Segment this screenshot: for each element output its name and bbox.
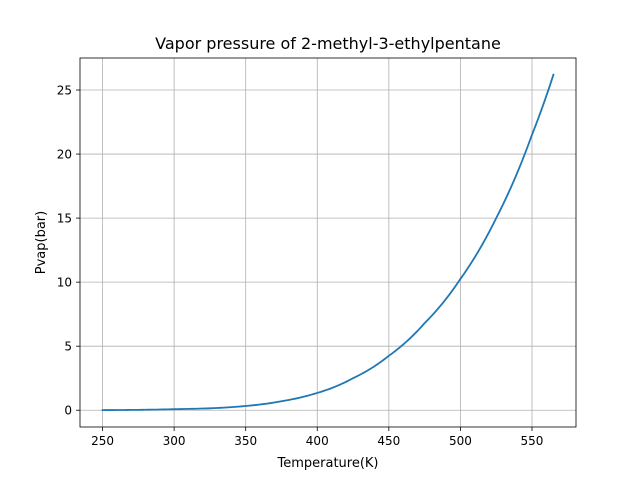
y-tick-label: 20 (57, 148, 72, 162)
grid (80, 58, 576, 427)
y-tick-label: 25 (57, 84, 72, 98)
x-tick-label: 450 (377, 434, 400, 448)
x-tick-label: 500 (449, 434, 472, 448)
y-axis-label: Pvap(bar) (34, 211, 49, 274)
x-tick-label: 300 (163, 434, 186, 448)
y-tick-label: 0 (64, 404, 72, 418)
x-tick-label: 550 (521, 434, 544, 448)
x-tick-label: 400 (306, 434, 329, 448)
x-tick-label: 350 (234, 434, 257, 448)
series-layer (101, 73, 555, 411)
chart-title: Vapor pressure of 2-methyl-3-ethylpentan… (155, 34, 501, 53)
x-tick-label: 250 (91, 434, 114, 448)
x-axis-label: Temperature(K) (276, 456, 378, 471)
ticks: 250 300 350 400 450 500 550 0 5 10 15 20 25 (57, 84, 544, 448)
y-tick-label: 5 (64, 340, 72, 354)
y-tick-label: 15 (57, 212, 72, 226)
y-tick-label: 10 (57, 276, 72, 290)
vapor-pressure-line (101, 73, 555, 411)
plot-frame (79, 57, 577, 428)
